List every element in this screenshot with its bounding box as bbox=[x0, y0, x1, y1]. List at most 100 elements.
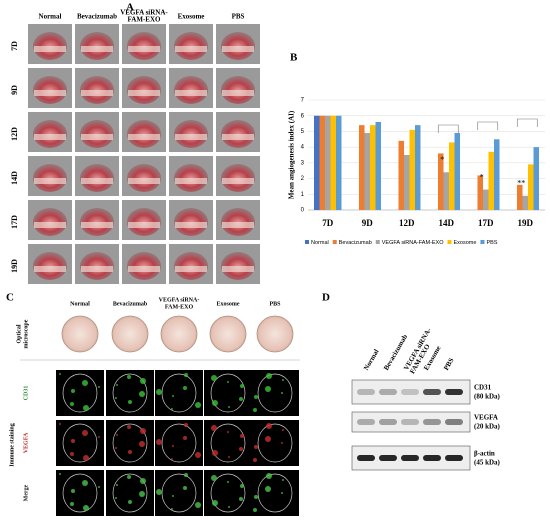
bar bbox=[398, 140, 404, 210]
column-header: FAM-EXO bbox=[128, 16, 161, 24]
stain-speck bbox=[239, 447, 243, 451]
bar bbox=[488, 151, 494, 210]
stain-photo bbox=[155, 470, 203, 516]
row-group-label: microscope bbox=[23, 319, 29, 348]
ring bbox=[81, 46, 113, 52]
bar bbox=[359, 125, 365, 210]
stain-speck bbox=[82, 430, 88, 436]
column-header: Bevacizumab bbox=[77, 13, 117, 21]
row-label: 19D bbox=[10, 259, 19, 273]
stain-photo bbox=[251, 370, 299, 416]
stain-speck bbox=[70, 402, 74, 406]
bar bbox=[375, 122, 381, 210]
band-label: (20 kDa) bbox=[474, 423, 501, 431]
bar bbox=[517, 184, 523, 210]
bar bbox=[325, 115, 331, 210]
bar bbox=[494, 139, 500, 210]
stain-photo bbox=[155, 370, 203, 416]
legend-swatch bbox=[305, 240, 309, 244]
stain-speck bbox=[156, 439, 162, 445]
significance: ** bbox=[517, 179, 525, 188]
legend-label: Bevacizumab bbox=[339, 240, 372, 246]
stain-ring bbox=[161, 473, 197, 513]
stain-ring bbox=[112, 373, 148, 413]
stain-speck bbox=[71, 439, 75, 443]
stain-speck bbox=[128, 500, 132, 504]
stain-speck bbox=[254, 395, 258, 399]
stain-ring bbox=[62, 373, 98, 413]
bar bbox=[409, 129, 415, 210]
stain-speck bbox=[127, 425, 131, 429]
x-tick-label: 7D bbox=[322, 218, 334, 228]
stain-speck bbox=[59, 473, 61, 475]
channel-label: CD31 bbox=[23, 386, 29, 401]
stain-speck bbox=[127, 375, 131, 379]
stain-speck bbox=[253, 408, 257, 412]
band bbox=[423, 419, 441, 425]
stain-speck bbox=[139, 441, 145, 447]
legend-label: Exosome bbox=[454, 240, 477, 246]
y-tick-label: 2 bbox=[301, 176, 305, 182]
stain-ring bbox=[161, 423, 197, 463]
stain-ring bbox=[62, 423, 98, 463]
ring bbox=[34, 222, 66, 228]
stain-photo bbox=[251, 420, 299, 466]
stain-speck bbox=[184, 473, 188, 477]
stain-speck bbox=[139, 491, 145, 497]
stain-speck bbox=[98, 436, 100, 438]
bar bbox=[364, 133, 370, 210]
ring bbox=[222, 46, 254, 52]
y-tick-label: 3 bbox=[301, 160, 305, 166]
bar bbox=[370, 125, 376, 210]
stain-speck bbox=[128, 400, 132, 404]
stain-speck bbox=[59, 373, 61, 375]
band bbox=[357, 455, 375, 461]
column-header: Exosome bbox=[217, 301, 240, 307]
stain-speck bbox=[227, 381, 229, 383]
legend-swatch bbox=[332, 240, 337, 244]
x-tick-label: 17D bbox=[478, 218, 494, 228]
stain-speck bbox=[240, 434, 244, 438]
bar bbox=[477, 175, 483, 210]
legend-label: VEGFA siRNA-FAM-EXO bbox=[382, 240, 444, 246]
row-label: 9D bbox=[10, 85, 19, 95]
column-header: VEGFA siRNA- bbox=[159, 297, 200, 303]
ring bbox=[222, 266, 254, 272]
stain-speck bbox=[228, 506, 230, 508]
column-header: PBS bbox=[269, 301, 281, 307]
bracket bbox=[516, 118, 538, 127]
stain-speck bbox=[116, 384, 118, 386]
band bbox=[357, 419, 375, 425]
legend-label: Normal bbox=[311, 240, 329, 246]
x-tick-label: 12D bbox=[399, 218, 415, 228]
stain-speck bbox=[83, 405, 89, 411]
stain-ring bbox=[210, 473, 246, 513]
ring bbox=[222, 178, 254, 184]
stain-speck bbox=[156, 389, 162, 395]
row-label: 17D bbox=[10, 215, 19, 229]
bar bbox=[454, 133, 460, 210]
stain-speck bbox=[228, 456, 230, 458]
stain-photo bbox=[251, 470, 299, 516]
y-tick-label: 0 bbox=[301, 208, 305, 214]
panel-letter: C bbox=[6, 292, 14, 304]
panel-letter: B bbox=[290, 52, 298, 64]
stain-speck bbox=[211, 375, 217, 381]
stain-speck bbox=[172, 395, 174, 397]
band-label: β-actin bbox=[474, 450, 495, 458]
optical-well bbox=[209, 315, 247, 353]
panel-letter: D bbox=[322, 292, 330, 304]
ring bbox=[81, 134, 113, 140]
bar bbox=[336, 115, 342, 210]
stain-speck bbox=[212, 500, 218, 506]
ring bbox=[175, 178, 207, 184]
ring bbox=[128, 266, 160, 272]
stain-speck bbox=[116, 434, 118, 436]
band-label: (80 kDa) bbox=[474, 393, 501, 401]
ring bbox=[222, 90, 254, 96]
blot bbox=[351, 411, 471, 433]
optical-well bbox=[111, 315, 149, 353]
column-header: Exosome bbox=[178, 13, 205, 21]
ring bbox=[34, 178, 66, 184]
band bbox=[401, 389, 419, 395]
